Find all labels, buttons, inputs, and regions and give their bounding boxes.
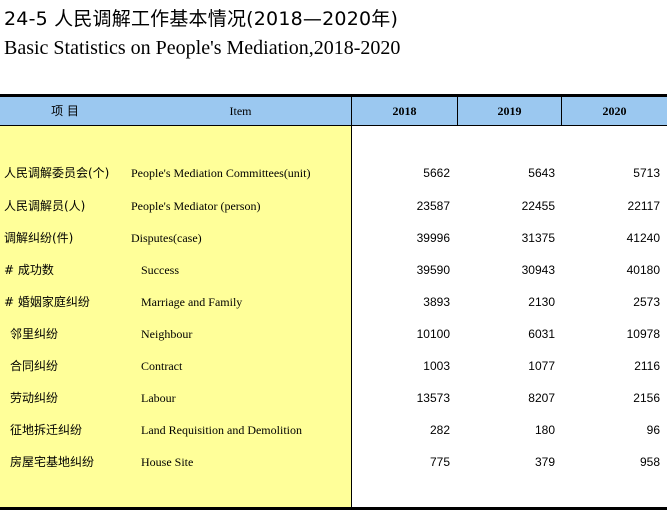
row-label-cn: # 婚姻家庭纠纷 (4, 295, 90, 309)
cell-value-2019: 1077 (528, 359, 555, 373)
column-divider-2019 (561, 97, 562, 126)
column-divider-item (351, 97, 352, 507)
row-label-en: People's Mediation Committees(unit) (131, 166, 311, 180)
row-label-en: Disputes(case) (131, 231, 202, 245)
cell-value-2019: 22455 (521, 199, 555, 213)
row-label-cn: 调解纠纷(件) (4, 231, 74, 245)
table-header: 项 目 Item 2018 2019 2020 (0, 97, 667, 126)
table-row: 劳动纠纷 Labour 13573 8207 2156 (0, 388, 667, 408)
cell-value-2019: 5643 (528, 166, 555, 180)
cell-value-2019: 30943 (521, 263, 555, 277)
cell-value-2019: 6031 (528, 327, 555, 341)
table-row: 邻里纠纷 Neighbour 10100 6031 10978 (0, 324, 667, 344)
table-top-rule (0, 94, 667, 97)
cell-value-2020: 41240 (626, 231, 660, 245)
header-year-2019: 2019 (497, 104, 522, 118)
cell-value-2018: 5662 (423, 166, 450, 180)
table-row: 人民调解委员会(个) People's Mediation Committees(… (0, 163, 667, 183)
row-label-cn: 劳动纠纷 (10, 391, 59, 405)
cell-value-2019: 2130 (528, 295, 555, 309)
table-row: 房屋宅基地纠纷 House Site 775 379 958 (0, 452, 667, 472)
cell-value-2020: 10978 (626, 327, 660, 341)
row-label-cn: 人民调解员(人) (4, 199, 86, 213)
row-label-en: Marriage and Family (141, 295, 243, 309)
row-label-en: Contract (141, 359, 183, 373)
row-label-en: People's Mediator (person) (131, 199, 261, 213)
cell-value-2020: 958 (639, 455, 660, 469)
header-item-en: Item (229, 104, 252, 118)
cell-value-2018: 1003 (423, 359, 450, 373)
cell-value-2020: 2116 (634, 359, 660, 373)
header-year-2018: 2018 (392, 104, 417, 118)
table-title-cn: 24-5 人民调解工作基本情况(2018—2020年) (4, 8, 399, 30)
table-bottom-rule (0, 507, 667, 510)
cell-value-2019: 31375 (521, 231, 555, 245)
row-label-en: Neighbour (141, 327, 193, 341)
row-label-en: Success (141, 263, 179, 277)
table-row: 调解纠纷(件) Disputes(case) 39996 31375 41240 (0, 228, 667, 248)
cell-value-2020: 5713 (633, 166, 660, 180)
item-column-highlight (0, 126, 351, 507)
row-label-cn: 人民调解委员会(个) (4, 166, 110, 180)
row-label-cn: 征地拆迁纠纷 (10, 423, 83, 437)
header-year-2020: 2020 (602, 104, 627, 118)
cell-value-2018: 282 (429, 423, 450, 437)
cell-value-2018: 775 (429, 455, 450, 469)
table-row: 征地拆迁纠纷 Land Requisition and Demolition 282… (0, 420, 667, 440)
cell-value-2019: 379 (534, 455, 555, 469)
cell-value-2020: 2573 (633, 295, 660, 309)
header-item-cn: 项 目 (51, 104, 79, 118)
cell-value-2020: 2156 (633, 391, 660, 405)
cell-value-2018: 13573 (416, 391, 450, 405)
table-row: 合同纠纷 Contract 1003 1077 2116 (0, 356, 667, 376)
cell-value-2018: 10100 (416, 327, 450, 341)
cell-value-2019: 8207 (528, 391, 555, 405)
row-label-cn: 房屋宅基地纠纷 (10, 455, 95, 469)
row-label-en: House Site (141, 455, 194, 469)
row-label-cn: # 成功数 (4, 263, 54, 277)
row-label-en: Land Requisition and Demolition (141, 423, 302, 437)
cell-value-2018: 39996 (416, 231, 450, 245)
row-label-cn: 邻里纠纷 (10, 327, 59, 341)
cell-value-2019: 180 (534, 423, 555, 437)
column-divider-2018 (457, 97, 458, 126)
cell-value-2020: 40180 (626, 263, 660, 277)
cell-value-2018: 23587 (416, 199, 450, 213)
table-title-en: Basic Statistics on People's Mediation,2… (4, 37, 401, 59)
row-label-cn: 合同纠纷 (10, 359, 59, 373)
row-label-en: Labour (141, 391, 176, 405)
cell-value-2020: 22117 (627, 199, 660, 213)
table-row: 人民调解员(人) People's Mediator (person) 23587 2… (0, 196, 667, 216)
cell-value-2020: 96 (646, 423, 660, 437)
cell-value-2018: 39590 (416, 263, 450, 277)
cell-value-2018: 3893 (423, 295, 450, 309)
table-row: # 婚姻家庭纠纷 Marriage and Family 3893 2130 2573 (0, 292, 667, 312)
table-row: # 成功数 Success 39590 30943 40180 (0, 260, 667, 280)
